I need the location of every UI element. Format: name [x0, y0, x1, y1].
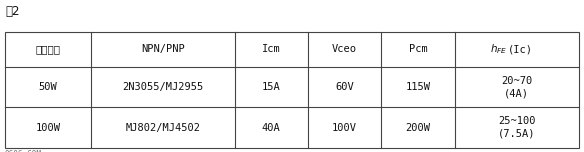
Text: 表2: 表2: [5, 5, 19, 18]
Text: 100V: 100V: [332, 123, 357, 133]
Text: 200W: 200W: [405, 123, 430, 133]
Text: 20~70
(4A): 20~70 (4A): [501, 76, 533, 98]
Text: 40A: 40A: [262, 123, 281, 133]
Bar: [5, 32, 579, 148]
Text: NPN/PNP: NPN/PNP: [141, 44, 185, 54]
Text: $h_{FE}$: $h_{FE}$: [489, 43, 507, 56]
Text: 50W: 50W: [39, 82, 57, 92]
Text: Vceo: Vceo: [332, 44, 357, 54]
Text: MJ802/MJ4502: MJ802/MJ4502: [126, 123, 200, 133]
Text: 100W: 100W: [36, 123, 61, 133]
Text: 60V: 60V: [335, 82, 354, 92]
Text: 25~100
(7.5A): 25~100 (7.5A): [498, 116, 536, 139]
Text: Q606.COM: Q606.COM: [5, 150, 42, 152]
Text: 115W: 115W: [405, 82, 430, 92]
Text: Icm: Icm: [262, 44, 281, 54]
Text: 2N3055/MJ2955: 2N3055/MJ2955: [122, 82, 203, 92]
Text: 15A: 15A: [262, 82, 281, 92]
Text: (Ic): (Ic): [508, 44, 533, 54]
Text: 输出功率: 输出功率: [36, 44, 61, 54]
Text: Pcm: Pcm: [409, 44, 427, 54]
